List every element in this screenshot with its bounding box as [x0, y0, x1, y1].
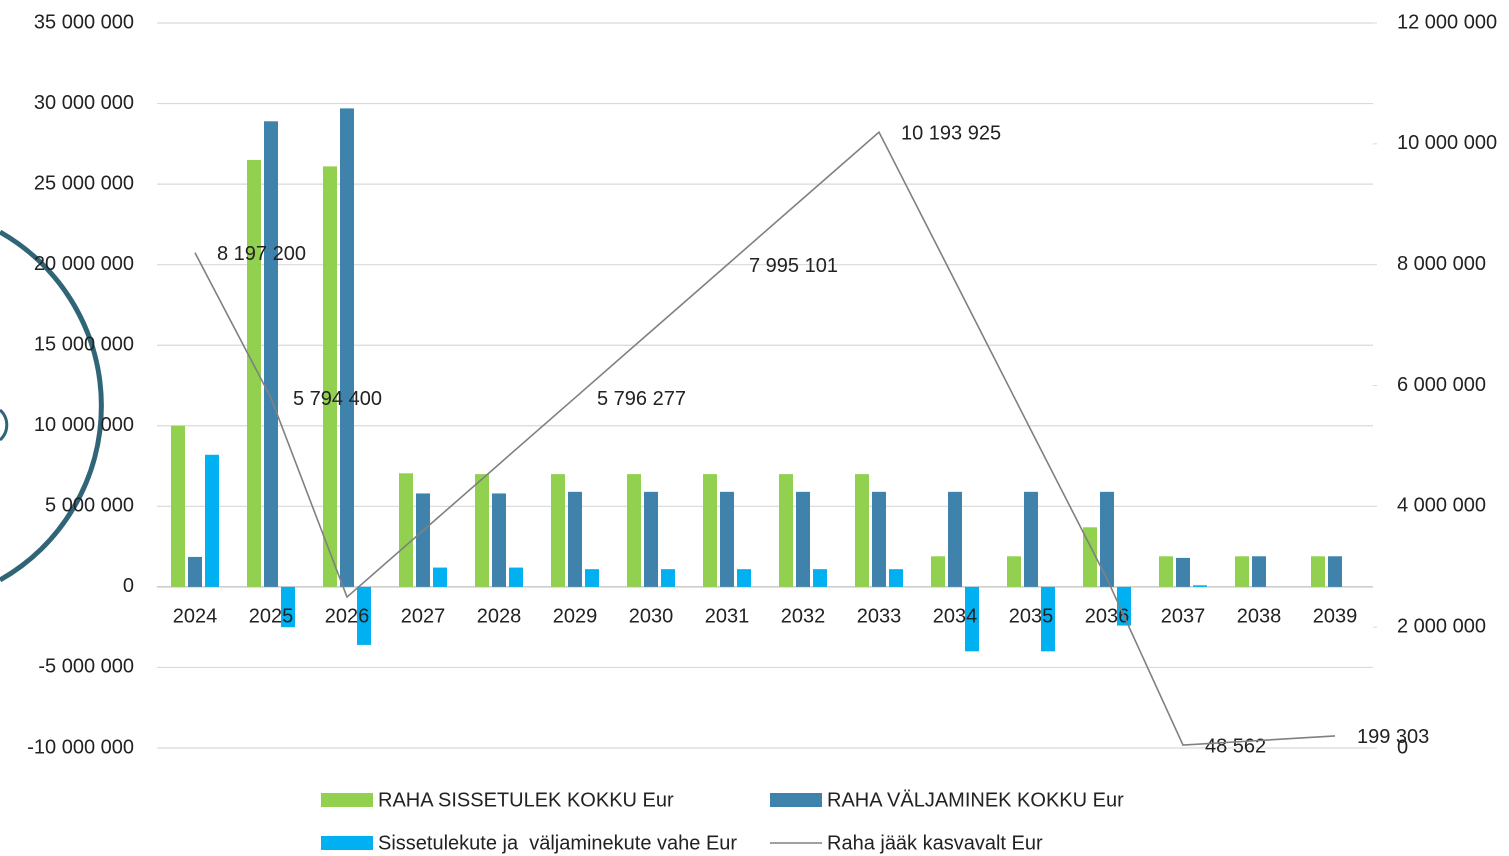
bar	[171, 425, 185, 587]
x-tick-label: 2031	[705, 605, 750, 627]
bar	[1328, 556, 1342, 587]
bar	[1235, 556, 1249, 587]
y2-tick-label: 6 000 000	[1397, 374, 1486, 396]
y-tick-label: -10 000 000	[27, 736, 134, 758]
bar	[1193, 585, 1207, 587]
bar	[703, 474, 717, 587]
bar	[796, 491, 810, 587]
bar	[357, 586, 371, 645]
bar	[281, 586, 295, 628]
y-tick-label: 15 000 000	[34, 334, 134, 356]
x-tick-label: 2024	[173, 605, 218, 627]
bar	[475, 474, 489, 587]
bar	[889, 569, 903, 587]
x-tick-label: 2029	[553, 605, 598, 627]
bar	[965, 586, 979, 652]
y-tick-label: 35 000 000	[34, 11, 134, 33]
x-tick-label: 2025	[249, 605, 294, 627]
data-label: 48 562	[1205, 735, 1266, 757]
y2-tick-label: 4 000 000	[1397, 495, 1486, 517]
bar	[931, 556, 945, 587]
bar	[568, 491, 582, 587]
bar	[813, 569, 827, 587]
x-tick-label: 2028	[477, 605, 522, 627]
bar	[188, 556, 202, 587]
bar	[720, 491, 734, 587]
legend-swatch	[770, 793, 822, 807]
legend-label: Raha jääk kasvavalt Eur	[827, 832, 1043, 854]
x-tick-label: 2034	[933, 605, 978, 627]
bar	[1024, 491, 1038, 587]
bar	[247, 159, 261, 587]
bar	[492, 493, 506, 587]
y-tick-label: 30 000 000	[34, 92, 134, 114]
y2-tick-label: 0	[1397, 736, 1408, 758]
bar	[399, 473, 413, 587]
bar	[433, 567, 447, 587]
bar	[1176, 557, 1190, 587]
x-tick-label: 2027	[401, 605, 446, 627]
data-label: 10 193 925	[901, 122, 1001, 144]
x-tick-label: 2038	[1237, 605, 1282, 627]
y2-tick-label: 10 000 000	[1397, 132, 1497, 154]
bar	[948, 491, 962, 587]
data-label: 199 303	[1357, 726, 1429, 748]
x-tick-label: 2030	[629, 605, 674, 627]
bar	[872, 491, 886, 587]
bar	[1083, 527, 1097, 587]
legend-label: RAHA VÄLJAMINEK KOKKU Eur	[827, 789, 1124, 811]
x-tick-label: 2033	[857, 605, 902, 627]
bar	[264, 121, 278, 587]
bar	[855, 474, 869, 587]
bar	[340, 108, 354, 587]
y2-tick-label: 8 000 000	[1397, 253, 1486, 275]
bar	[509, 567, 523, 587]
x-tick-label: 2037	[1161, 605, 1206, 627]
bar	[551, 474, 565, 587]
bar	[323, 166, 337, 587]
y2-tick-label: 12 000 000	[1397, 11, 1497, 33]
bar	[416, 493, 430, 587]
x-tick-label: 2039	[1313, 605, 1358, 627]
y-tick-label: 25 000 000	[34, 172, 134, 194]
y2-tick-label: 2 000 000	[1397, 615, 1486, 637]
bar	[1311, 556, 1325, 587]
bar	[1041, 586, 1055, 652]
x-tick-label: 2036	[1085, 605, 1130, 627]
x-tick-label: 2032	[781, 605, 826, 627]
data-label: 7 995 101	[749, 255, 838, 277]
data-label: 5 794 400	[293, 388, 382, 410]
bar	[737, 569, 751, 587]
y-tick-label: 5 000 000	[45, 495, 134, 517]
y-tick-label: 0	[123, 575, 134, 597]
decorative-arc	[0, 229, 104, 583]
legend-label: RAHA SISSETULEK KOKKU Eur	[378, 789, 674, 811]
bar	[644, 491, 658, 587]
bar	[1007, 556, 1021, 587]
bar	[1117, 586, 1131, 626]
x-tick-label: 2035	[1009, 605, 1054, 627]
bar	[779, 474, 793, 587]
data-label: 8 197 200	[217, 243, 306, 265]
x-tick-label: 2026	[325, 605, 370, 627]
decorative-arc	[0, 408, 9, 442]
legend-swatch	[321, 793, 373, 807]
line	[194, 130, 1336, 746]
y-tick-label: 20 000 000	[34, 253, 134, 275]
bar	[661, 569, 675, 587]
y-tick-label: 10 000 000	[34, 414, 134, 436]
y-tick-label: -5 000 000	[38, 656, 134, 678]
bar	[1159, 556, 1173, 587]
bar	[585, 569, 599, 587]
bar	[1100, 491, 1114, 587]
bar	[205, 454, 219, 587]
bar	[627, 474, 641, 587]
data-label: 5 796 277	[597, 388, 686, 410]
legend-label: Sissetulekute ja väljaminekute vahe Eur	[378, 832, 737, 854]
bar	[1252, 556, 1266, 587]
legend-swatch	[321, 836, 373, 850]
